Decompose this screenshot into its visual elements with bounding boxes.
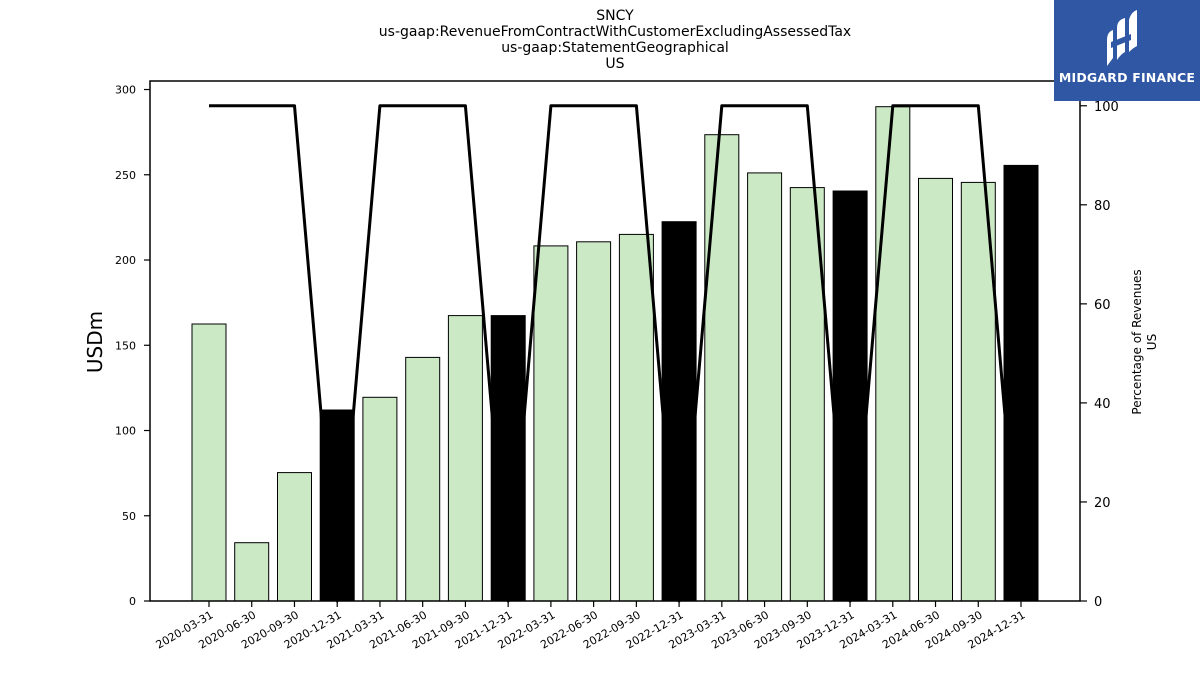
left-y-tick-label: 150 [115,339,136,352]
title-line-1: SNCY [596,8,634,24]
right-y-axis-label: Percentage of Revenues US [1130,269,1159,414]
midgard-finance-logo: MIDGARD FINANCE [1054,0,1200,101]
left-y-tick-label: 50 [122,510,136,523]
right-y-tick-label: 0 [1094,595,1102,610]
bar-2020-09-30 [277,472,312,602]
bar-2020-12-31 [319,409,355,602]
title-line-3: us-gaap:StatementGeographical [501,40,729,56]
plot-frame [149,80,1081,602]
bar-2023-03-31 [704,134,740,602]
percentage-line [209,104,1023,603]
left-y-tick-label: 0 [129,595,136,608]
title-line-2: us-gaap:RevenueFromContractWithCustomerE… [379,24,851,40]
chart-title: SNCY us-gaap:RevenueFromContractWithCust… [379,8,851,72]
bar-2021-06-30 [405,356,441,602]
bar-2021-09-30 [447,315,483,602]
right-y-axis-label-line-2: US [1145,334,1159,350]
left-y-tick-label: 100 [115,425,136,438]
right-y-axis-label-line-1: Percentage of Revenues [1130,269,1144,414]
bar-2024-03-31 [875,106,911,602]
bar-2023-09-30 [789,187,825,602]
left-y-tick-label: 300 [115,84,136,97]
left-y-axis-label: USDm [83,311,107,373]
bar-2022-12-31 [661,221,697,602]
bar-2022-06-30 [576,241,612,602]
bar-2024-06-30 [918,177,953,602]
title-line-4: US [605,56,624,72]
left-y-tick-label: 200 [115,254,136,267]
right-y-tick-label: 20 [1094,496,1111,511]
midgard-logo-icon [1107,10,1137,66]
right-y-axis: 0 20 40 60 80 100 [1080,100,1119,610]
bar-2023-06-30 [747,172,783,602]
right-y-tick-label: 100 [1094,100,1119,115]
bar-2023-12-31 [832,190,868,602]
logo-text: MIDGARD FINANCE [1058,70,1196,85]
percentage-line-series [209,104,1023,603]
right-y-tick-label: 60 [1094,298,1111,313]
bar-2020-03-31 [191,323,227,602]
bar-2022-09-30 [618,233,654,602]
bar-series [191,106,1039,602]
right-y-tick-label: 80 [1094,199,1111,214]
bar-2022-03-31 [533,245,569,602]
right-y-tick-label: 40 [1094,397,1111,412]
left-y-tick-label: 250 [115,169,136,182]
bar-2020-06-30 [234,542,270,602]
bar-2024-12-31 [1003,164,1039,602]
bar-2021-03-31 [362,396,398,602]
x-axis: 2020-03-312020-06-302020-09-302020-12-31… [154,601,1028,652]
left-y-axis: 0 50 100 150 200 250 300 [115,84,150,608]
